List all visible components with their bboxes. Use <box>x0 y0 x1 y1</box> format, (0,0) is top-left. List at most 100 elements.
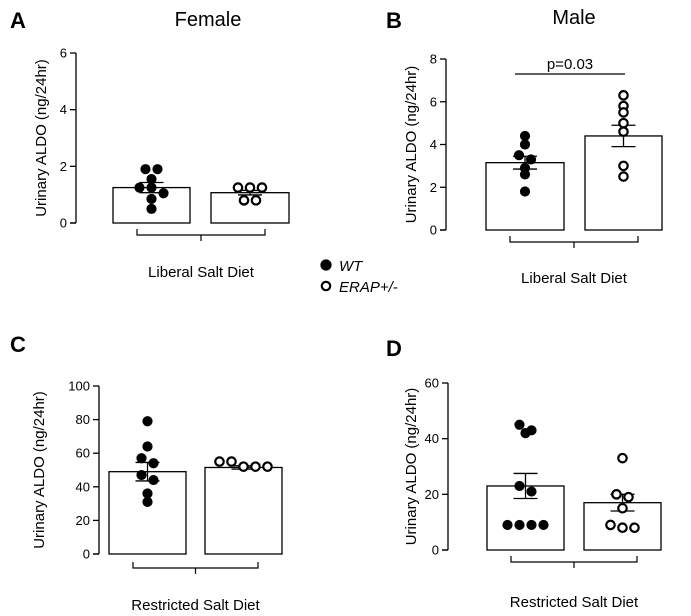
data-point-erap <box>618 160 629 172</box>
y-tick-label: 60 <box>76 446 90 461</box>
data-point-wt <box>525 154 537 165</box>
bar-erap <box>204 466 283 555</box>
y-tick-label: 0 <box>432 543 439 558</box>
panels-layer: A Female Urinary ALDO (ng/24hr) 0 2 4 6 Liberal… <box>10 7 663 614</box>
data-point-wt <box>148 474 159 486</box>
data-point-wt <box>140 164 151 175</box>
x-axis-label: Restricted Salt Diet <box>510 594 639 611</box>
data-point-erap <box>618 117 629 129</box>
y-tick-label: 4 <box>60 102 67 117</box>
data-point-wt <box>502 519 513 531</box>
data-point-wt <box>142 441 153 452</box>
data-point-wt <box>146 203 157 214</box>
data-point-wt <box>152 164 163 175</box>
data-point-wt <box>136 469 147 481</box>
bar-erap <box>210 192 290 224</box>
data-point-erap <box>250 195 262 206</box>
data-point-wt <box>526 519 537 531</box>
data-point-wt <box>514 519 525 531</box>
data-point-erap <box>605 519 616 531</box>
bar-wt <box>108 471 187 555</box>
legend-marker-wt <box>320 259 332 271</box>
group-bracket <box>510 556 638 568</box>
data-point-wt <box>514 480 525 492</box>
data-point-wt <box>146 182 157 193</box>
legend-marker-erap <box>320 280 332 292</box>
data-point-erap <box>617 502 628 514</box>
y-tick-label: 40 <box>425 431 439 446</box>
data-point-wt <box>526 486 537 497</box>
data-point-wt <box>134 182 145 193</box>
panel-letter: B <box>386 8 402 33</box>
data-point-wt <box>519 169 531 180</box>
data-point-erap <box>617 522 628 534</box>
y-tick-label: 0 <box>83 547 90 562</box>
y-tick-label: 6 <box>60 46 67 61</box>
y-axis-label: Urinary ALDO (ng/24hr) <box>403 388 420 546</box>
y-tick-label: 0 <box>430 223 437 238</box>
y-tick-label: 100 <box>68 379 90 394</box>
data-point-wt <box>146 193 157 205</box>
legend: WT ERAP+/- <box>320 258 398 296</box>
panel-b: B Male Urinary ALDO (ng/24hr) 0 2 4 6 8 p=0.03 Li… <box>386 7 663 287</box>
data-point-wt <box>520 428 531 439</box>
y-tick-label: 0 <box>60 216 67 231</box>
data-point-wt <box>142 488 153 499</box>
data-point-wt <box>538 519 549 531</box>
bar-erap <box>584 135 663 231</box>
y-tick-label: 20 <box>425 487 439 502</box>
panel-title: Male <box>552 7 595 29</box>
y-tick-label: 8 <box>430 52 437 67</box>
data-point-wt <box>142 496 153 508</box>
data-point-erap <box>226 456 237 467</box>
data-point-erap <box>618 171 629 182</box>
panel-d: D Urinary ALDO (ng/24hr) 0 20 40 60 Restricted… <box>386 336 662 611</box>
data-point-wt <box>519 139 531 150</box>
panel-title: Female <box>175 9 242 31</box>
data-point-wt <box>148 458 159 469</box>
data-point-erap <box>611 489 622 500</box>
y-axis-label: Urinary ALDO (ng/24hr) <box>33 59 50 217</box>
x-axis-label: Liberal Salt Diet <box>521 270 628 287</box>
data-point-erap <box>256 182 268 193</box>
panel-letter: A <box>10 8 26 33</box>
data-point-wt <box>519 130 531 142</box>
data-point-erap <box>244 182 256 193</box>
group-bracket <box>132 562 259 574</box>
data-point-wt <box>514 419 525 430</box>
y-tick-label: 6 <box>430 94 437 109</box>
data-point-wt <box>146 173 157 185</box>
legend-label-wt: WT <box>339 258 364 275</box>
y-tick-label: 20 <box>76 513 90 528</box>
panel-a: A Female Urinary ALDO (ng/24hr) 0 2 4 6 Liberal… <box>10 8 290 281</box>
data-point-erap <box>617 452 628 464</box>
data-point-erap <box>238 195 250 206</box>
data-point-erap <box>232 182 244 193</box>
panel-c: C Urinary ALDO (ng/24hr) 0 20 40 60 80 100 Restr… <box>10 332 283 614</box>
data-point-erap <box>250 461 261 472</box>
bar-wt <box>112 186 191 224</box>
data-point-erap <box>629 522 640 534</box>
data-point-erap <box>238 461 249 472</box>
data-point-erap <box>618 90 629 101</box>
y-tick-label: 2 <box>60 159 67 174</box>
panel-letter: C <box>10 332 26 357</box>
y-tick-label: 2 <box>430 180 437 195</box>
data-point-wt <box>158 188 169 199</box>
x-axis-label: Restricted Salt Diet <box>131 597 260 614</box>
data-point-wt <box>136 453 147 464</box>
p-value-label: p=0.03 <box>547 56 593 73</box>
legend-label-erap: ERAP+/- <box>339 279 398 296</box>
y-axis-label: Urinary ALDO (ng/24hr) <box>31 391 48 549</box>
data-point-erap <box>214 456 225 467</box>
data-point-erap <box>623 491 634 503</box>
data-point-wt <box>142 416 153 427</box>
panel-letter: D <box>386 336 402 361</box>
y-tick-label: 80 <box>76 412 90 427</box>
data-point-erap <box>618 107 629 118</box>
group-bracket <box>509 236 639 248</box>
data-point-wt <box>519 186 531 197</box>
data-point-wt <box>513 150 525 161</box>
data-point-erap <box>618 126 629 137</box>
